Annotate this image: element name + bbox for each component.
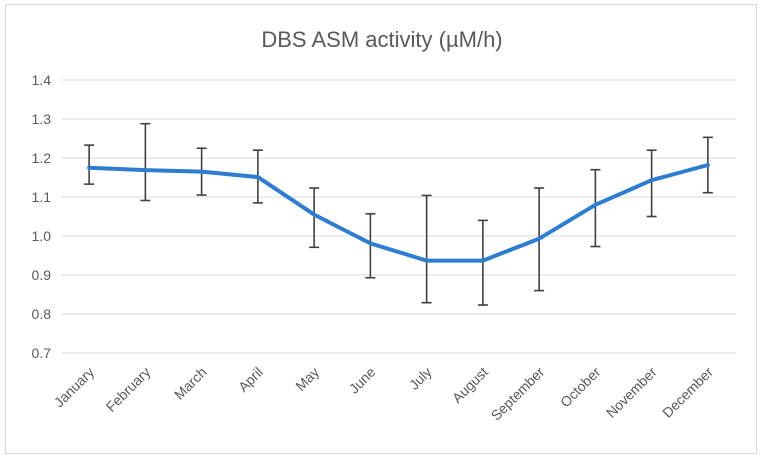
error-bar <box>477 219 488 306</box>
error-bar <box>421 194 432 304</box>
series-line-layer <box>87 163 710 263</box>
error-bars <box>84 122 713 306</box>
y-tick-label: 1.4 <box>32 72 52 88</box>
y-tick-label: 1.2 <box>32 150 52 166</box>
x-tick-label: July <box>406 364 435 393</box>
error-bar <box>140 122 151 202</box>
y-tick-label: 1.1 <box>32 189 52 205</box>
y-tick-label: 1.0 <box>32 228 52 244</box>
error-bar <box>84 144 95 185</box>
x-tick-label: October <box>557 364 604 411</box>
x-tick-label: April <box>235 364 266 395</box>
y-tick-label: 0.7 <box>32 345 52 361</box>
y-tick-label: 1.3 <box>32 111 52 127</box>
y-tick-label: 0.8 <box>32 306 52 322</box>
error-bar <box>365 212 376 279</box>
x-tick-label: August <box>449 364 491 406</box>
x-tick-label: February <box>103 364 154 415</box>
x-tick-label: November <box>603 364 660 421</box>
y-tick-label: 0.9 <box>32 267 52 283</box>
chart-title: DBS ASM activity (µM/h) <box>261 27 502 52</box>
x-tick-label: June <box>346 364 379 397</box>
series-line <box>87 163 710 263</box>
x-tick-label: March <box>171 364 210 403</box>
chart-frame <box>5 4 757 454</box>
x-tick-label: January <box>51 364 98 411</box>
x-axis-ticks: January February March April May June July Augu… <box>51 364 717 424</box>
error-bar <box>590 168 601 248</box>
x-tick-label: May <box>292 364 322 394</box>
error-bar <box>309 187 320 249</box>
x-tick-label: September <box>488 364 548 424</box>
gridlines <box>61 79 736 354</box>
error-bar <box>646 149 657 218</box>
x-tick-label: December <box>659 364 716 421</box>
y-axis-ticks: 0.7 0.8 0.9 1.0 1.1 1.2 1.3 1.4 <box>32 72 52 361</box>
